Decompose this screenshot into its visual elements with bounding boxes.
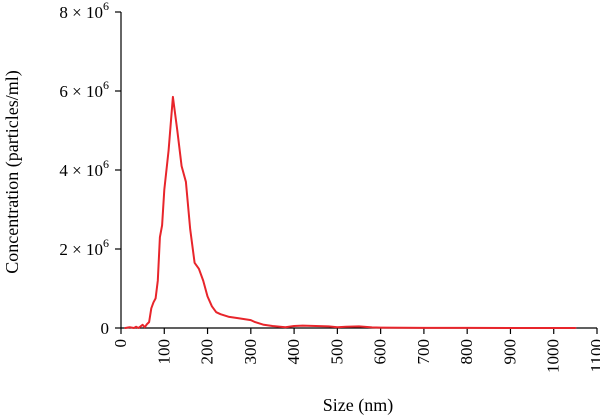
y-tick-exponent: 6 — [103, 0, 109, 13]
x-tick-label: 0 — [111, 339, 130, 348]
y-tick-mantissa: 6 × 10 — [59, 82, 103, 101]
x-tick-label: 100 — [154, 339, 173, 365]
x-tick-label: 800 — [457, 339, 476, 365]
series-line-0 — [124, 95, 577, 329]
y-tick-mantissa: 2 × 10 — [59, 240, 103, 259]
y-tick-exponent: 6 — [103, 157, 109, 171]
x-tick-label: 200 — [198, 339, 217, 365]
y-tick-label: 8 × 106 — [59, 0, 109, 22]
y-tick-mantissa: 8 × 10 — [59, 3, 103, 22]
x-tick-label: 1100 — [587, 339, 600, 372]
y-tick-exponent: 6 — [103, 236, 109, 250]
x-tick-label: 700 — [414, 339, 433, 365]
x-tick-label: 500 — [327, 339, 346, 365]
x-tick-label: 900 — [500, 339, 519, 365]
y-tick-label: 6 × 106 — [59, 78, 109, 101]
y-tick-exponent: 6 — [103, 78, 109, 92]
x-tick-label: 300 — [241, 339, 260, 365]
x-tick-label: 400 — [284, 339, 303, 365]
x-tick-label: 600 — [371, 339, 390, 365]
x-ticks: 0 100 200 300 400 500 600 700 800 900 1000 1100 — [111, 328, 600, 373]
axes — [120, 12, 597, 329]
y-tick-label: 0 — [101, 319, 110, 338]
y-tick-mantissa: 4 × 10 — [59, 161, 103, 180]
series — [124, 95, 577, 329]
y-axis-title: Concentration (particles/ml) — [2, 70, 23, 273]
y-tick-label: 2 × 106 — [59, 236, 109, 259]
x-axis-title: Size (nm) — [323, 395, 393, 415]
y-tick-label: 4 × 106 — [59, 157, 109, 180]
x-tick-label: 1000 — [544, 339, 563, 373]
